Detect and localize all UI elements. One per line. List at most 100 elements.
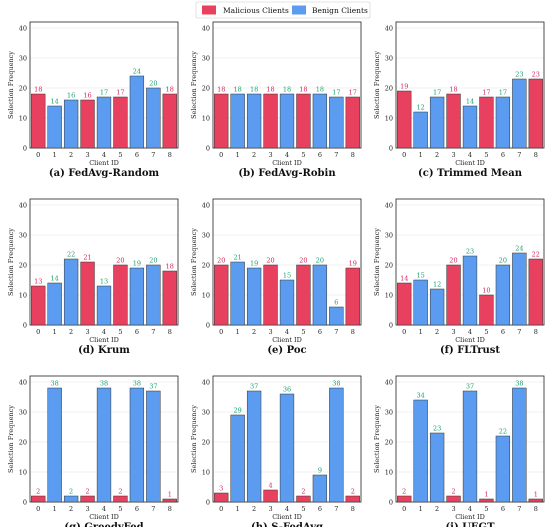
legend-frame bbox=[195, 1, 371, 19]
bar-value-label: 22 bbox=[499, 428, 507, 436]
bar-value-label: 20 bbox=[299, 257, 307, 265]
y-axis-label: Selection Frequency bbox=[190, 228, 198, 296]
bar-malicious-8 bbox=[345, 267, 360, 326]
bar-value-label: 17 bbox=[433, 89, 441, 97]
bar-value-label: 34 bbox=[417, 392, 425, 400]
bar-benign-7 bbox=[146, 390, 161, 503]
x-tick-label: 1 bbox=[53, 328, 57, 336]
bar-benign-7 bbox=[146, 264, 161, 326]
x-tick-label: 3 bbox=[451, 328, 455, 336]
x-tick-label: 4 bbox=[468, 151, 472, 159]
x-tick-label: 3 bbox=[268, 151, 272, 159]
x-tick-label: 0 bbox=[36, 328, 40, 336]
bar-malicious-3 bbox=[446, 264, 461, 326]
x-tick-label: 3 bbox=[268, 505, 272, 513]
legend-swatch-benign bbox=[292, 5, 306, 15]
bar-malicious-8 bbox=[345, 495, 360, 503]
panels: 010203040180141162163174175246207188Clie… bbox=[7, 21, 545, 531]
bar-value-label: 18 bbox=[166, 86, 174, 94]
bar-benign-7 bbox=[512, 252, 527, 326]
bar-benign-4 bbox=[279, 93, 295, 149]
x-tick-label: 3 bbox=[451, 151, 455, 159]
bar-value-label: 19 bbox=[133, 260, 141, 268]
panel-title: (a) FedAvg-Random bbox=[49, 168, 160, 179]
x-tick-label: 4 bbox=[285, 505, 289, 513]
x-tick-label: 2 bbox=[435, 328, 439, 336]
bar-value-label: 37 bbox=[466, 383, 474, 391]
x-tick-label: 6 bbox=[318, 151, 322, 159]
bar-value-label: 21 bbox=[83, 254, 91, 262]
x-tick-label: 3 bbox=[451, 505, 455, 513]
bar-malicious-5 bbox=[113, 96, 128, 149]
bar-value-label: 20 bbox=[449, 257, 457, 265]
y-tick-label: 40 bbox=[19, 24, 27, 32]
bar-value-label: 23 bbox=[532, 71, 540, 79]
bar-benign-6 bbox=[495, 435, 511, 503]
bar-malicious-5 bbox=[113, 495, 128, 503]
bar-benign-1 bbox=[230, 261, 245, 326]
bar-benign-4 bbox=[96, 387, 112, 503]
bar-value-label: 14 bbox=[51, 275, 59, 283]
x-tick-label: 7 bbox=[334, 328, 338, 336]
x-tick-label: 5 bbox=[484, 328, 488, 336]
bar-benign-2 bbox=[429, 96, 445, 149]
bar-benign-6 bbox=[495, 264, 511, 326]
bar-value-label: 18 bbox=[283, 86, 291, 94]
bar-value-label: 6 bbox=[334, 299, 338, 307]
x-tick-label: 3 bbox=[268, 328, 272, 336]
bar-value-label: 17 bbox=[482, 89, 490, 97]
x-tick-label: 8 bbox=[168, 505, 172, 513]
bar-value-label: 24 bbox=[515, 245, 523, 253]
x-tick-label: 5 bbox=[301, 328, 305, 336]
bar-value-label: 17 bbox=[100, 89, 108, 97]
chart-panel-5: 0 10 20 30 40 14 0 15 1 12 2 20 3 23 4 10 5 20 6 24 7 22 8 Clie… bbox=[373, 198, 545, 356]
bar-value-label: 19 bbox=[250, 260, 258, 268]
bar-value-label: 36 bbox=[283, 386, 291, 394]
bar-value-label: 14 bbox=[51, 98, 59, 106]
x-tick-label: 7 bbox=[517, 505, 521, 513]
bar-benign-1 bbox=[413, 279, 428, 326]
panel-title: (d) Krum bbox=[78, 345, 130, 356]
x-tick-label: 0 bbox=[219, 505, 223, 513]
panel-title: (g) GreedyFed bbox=[64, 522, 143, 527]
bar-malicious-3 bbox=[263, 93, 278, 149]
x-tick-label: 6 bbox=[501, 505, 505, 513]
bar-value-label: 38 bbox=[515, 380, 523, 388]
x-axis-label: Client ID bbox=[272, 513, 302, 521]
x-tick-label: 6 bbox=[501, 151, 505, 159]
y-tick-label: 30 bbox=[202, 231, 210, 239]
y-tick-label: 40 bbox=[385, 24, 393, 32]
bar-value-label: 38 bbox=[51, 380, 59, 388]
x-tick-label: 4 bbox=[285, 328, 289, 336]
bar-malicious-5 bbox=[296, 264, 311, 326]
bar-value-label: 12 bbox=[433, 281, 441, 289]
x-tick-label: 1 bbox=[419, 328, 423, 336]
bar-malicious-0 bbox=[31, 285, 46, 326]
bar-value-label: 9 bbox=[318, 467, 322, 475]
bar-value-label: 23 bbox=[466, 248, 474, 256]
x-axis-label: Client ID bbox=[455, 513, 485, 521]
y-tick-label: 40 bbox=[202, 24, 210, 32]
x-tick-label: 7 bbox=[151, 328, 155, 336]
y-tick-label: 40 bbox=[202, 201, 210, 209]
x-tick-label: 6 bbox=[135, 505, 139, 513]
x-tick-label: 4 bbox=[102, 505, 106, 513]
x-tick-label: 2 bbox=[69, 505, 73, 513]
bar-value-label: 18 bbox=[166, 263, 174, 271]
bar-malicious-3 bbox=[80, 261, 95, 326]
legend-swatch-malicious bbox=[202, 5, 216, 15]
y-tick-label: 20 bbox=[19, 261, 27, 269]
chart-panel-0: 0 10 20 30 40 18 0 14 1 16 2 16 3 17 4 17 5 24 6 20 7 18 8 Clie… bbox=[7, 21, 179, 179]
bar-value-label: 18 bbox=[266, 86, 274, 94]
bar-value-label: 14 bbox=[466, 98, 474, 106]
x-tick-label: 7 bbox=[151, 151, 155, 159]
bar-benign-1 bbox=[230, 414, 245, 503]
x-tick-label: 8 bbox=[168, 328, 172, 336]
y-tick-label: 30 bbox=[202, 408, 210, 416]
y-tick-label: 0 bbox=[206, 498, 210, 506]
bar-value-label: 18 bbox=[250, 86, 258, 94]
y-axis-label: Selection Frequency bbox=[7, 51, 15, 119]
bar-value-label: 18 bbox=[34, 86, 42, 94]
y-tick-label: 0 bbox=[23, 498, 27, 506]
bar-benign-7 bbox=[512, 387, 527, 503]
